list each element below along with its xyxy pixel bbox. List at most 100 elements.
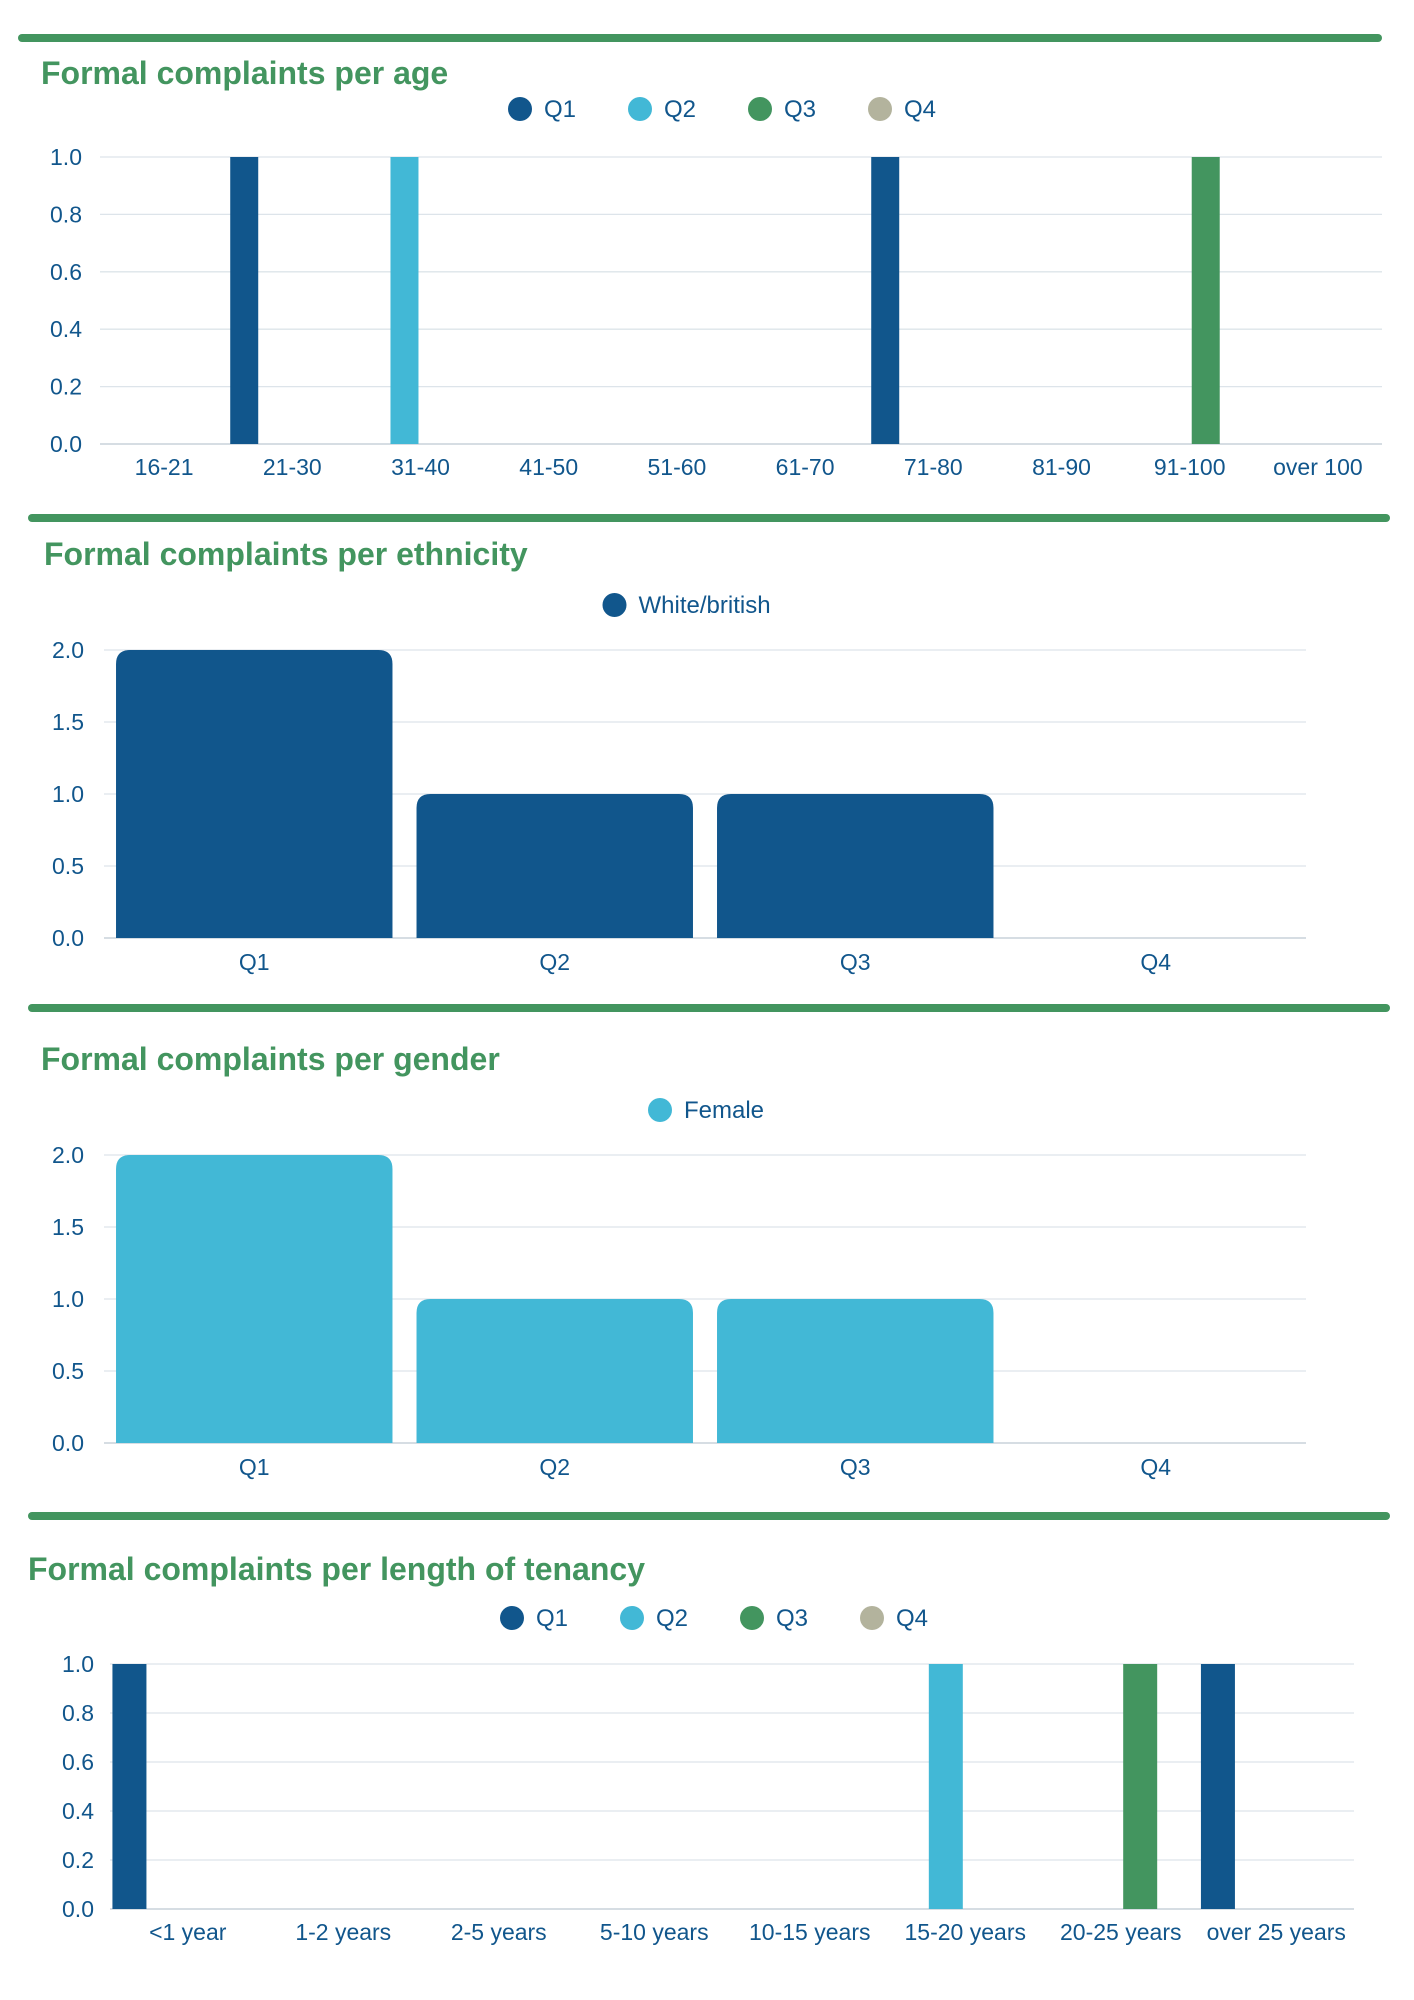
y-tick-label: 1.5 xyxy=(52,1214,84,1240)
legend-label: Q3 xyxy=(784,96,816,123)
y-tick-label: 0.6 xyxy=(50,259,82,285)
legend-marker xyxy=(602,593,627,617)
legend-label: Q1 xyxy=(536,1605,568,1632)
x-tick-label: 2-5 years xyxy=(451,1919,547,1945)
y-tick-label: 0.0 xyxy=(62,1896,94,1922)
x-tick-label: 10-15 years xyxy=(749,1919,870,1945)
legend-marker xyxy=(508,97,532,121)
legend-item-female: Female xyxy=(648,1097,764,1124)
x-tick-label: Q2 xyxy=(539,1454,570,1480)
x-tick-label: Q3 xyxy=(840,1454,871,1480)
y-axis: 0.0 0.2 0.4 0.6 0.8 1.0 xyxy=(50,144,1382,457)
legend-label: Q1 xyxy=(544,96,576,123)
legend-item-q2: Q2 xyxy=(620,1605,688,1632)
legend: Q1 Q2 Q3 Q4 xyxy=(508,96,936,123)
y-axis: 0.0 0.2 0.4 0.6 0.8 1.0 xyxy=(62,1651,1354,1922)
section-divider-tenancy xyxy=(28,1512,1390,1520)
bar-female-q1 xyxy=(116,1155,393,1443)
chart-age: Formal complaints per age Q1 Q2 Q3 Q4 0.0 0.2 0… xyxy=(41,55,1382,480)
x-axis: Q1 Q2 Q3 Q4 xyxy=(239,1454,1171,1480)
y-tick-label: 0.5 xyxy=(52,853,84,879)
section-divider-gender xyxy=(28,1004,1390,1012)
y-tick-label: 0.4 xyxy=(50,316,82,342)
legend-label: Q2 xyxy=(656,1605,688,1632)
legend-label: Q4 xyxy=(896,1605,928,1632)
x-axis: <1 year 1-2 years 2-5 years 5-10 years 10-15… xyxy=(149,1919,1346,1945)
y-tick-label: 0.2 xyxy=(62,1847,94,1873)
legend-marker xyxy=(748,97,772,121)
y-tick-label: 0.2 xyxy=(50,374,82,400)
legend-item-q4: Q4 xyxy=(860,1605,928,1632)
x-tick-label: <1 year xyxy=(149,1919,227,1945)
chart-gender: Formal complaints per gender Female 0.0 0.5… xyxy=(41,1041,1306,1480)
x-tick-label: Q1 xyxy=(239,949,270,975)
bars xyxy=(116,650,994,938)
legend-marker xyxy=(500,1606,524,1630)
x-tick-label: 21-30 xyxy=(263,454,322,480)
bar-q3-20-25-years xyxy=(1123,1664,1158,1909)
bar-q3-91-100 xyxy=(1191,157,1220,444)
y-tick-label: 1.5 xyxy=(52,709,84,735)
x-tick-label: Q4 xyxy=(1140,949,1171,975)
legend-item-q2: Q2 xyxy=(628,96,696,123)
legend-label: Q4 xyxy=(904,96,936,123)
x-axis: Q1 Q2 Q3 Q4 xyxy=(239,949,1171,975)
bar-white-british-q3 xyxy=(717,794,994,938)
chart-ethnicity: Formal complaints per ethnicity White/bri… xyxy=(44,536,1306,975)
bars xyxy=(112,1664,1235,1909)
x-tick-label: 81-90 xyxy=(1032,454,1091,480)
x-tick-label: 91-100 xyxy=(1154,454,1226,480)
legend-marker xyxy=(740,1606,764,1630)
y-tick-label: 1.0 xyxy=(52,781,84,807)
chart-title: Formal complaints per ethnicity xyxy=(44,536,528,572)
x-tick-label: Q1 xyxy=(239,1454,270,1480)
y-tick-label: 0.0 xyxy=(52,1430,84,1456)
x-tick-label: 20-25 years xyxy=(1060,1919,1181,1945)
y-tick-label: 0.8 xyxy=(62,1700,94,1726)
y-tick-label: 0.6 xyxy=(62,1749,94,1775)
y-tick-label: 0.5 xyxy=(52,1358,84,1384)
y-tick-label: 0.0 xyxy=(50,431,82,457)
bar-q1--1-year xyxy=(112,1664,147,1909)
x-tick-label: 51-60 xyxy=(647,454,706,480)
bar-q1-71-80 xyxy=(871,157,900,444)
x-tick-label: Q2 xyxy=(539,949,570,975)
bars xyxy=(116,1155,994,1443)
y-tick-label: 0.4 xyxy=(62,1798,94,1824)
x-axis: 16-21 21-30 31-40 41-50 51-60 61-70 71-80 81-90… xyxy=(135,454,1363,480)
y-tick-label: 2.0 xyxy=(52,637,84,663)
bar-female-q2 xyxy=(416,1299,693,1443)
x-tick-label: over 100 xyxy=(1273,454,1363,480)
y-tick-label: 1.0 xyxy=(50,144,82,170)
legend-item-q3: Q3 xyxy=(740,1605,808,1632)
x-tick-label: Q4 xyxy=(1140,1454,1171,1480)
x-tick-label: 16-21 xyxy=(135,454,194,480)
x-tick-label: 15-20 years xyxy=(905,1919,1026,1945)
legend-label: Q2 xyxy=(664,96,696,123)
chart-title: Formal complaints per age xyxy=(41,55,448,91)
legend-item-q1: Q1 xyxy=(500,1605,568,1632)
legend-label: Female xyxy=(684,1097,764,1124)
legend: Female xyxy=(648,1097,764,1124)
legend-marker xyxy=(620,1606,644,1630)
x-tick-label: 61-70 xyxy=(776,454,835,480)
chart-tenancy: Formal complaints per length of tenancy Q… xyxy=(28,1551,1354,1945)
bar-q2-31-40 xyxy=(390,157,419,444)
x-tick-label: 41-50 xyxy=(519,454,578,480)
x-tick-label: 5-10 years xyxy=(600,1919,709,1945)
legend-marker xyxy=(648,1098,672,1122)
legend: Q1 Q2 Q3 Q4 xyxy=(500,1605,928,1632)
legend-label: Q3 xyxy=(776,1605,808,1632)
x-tick-label: 1-2 years xyxy=(295,1919,391,1945)
bar-q1-over-25-years xyxy=(1200,1664,1235,1909)
legend-marker xyxy=(628,97,652,121)
bar-q1-21-30 xyxy=(230,157,259,444)
legend: White/british xyxy=(602,592,771,619)
bar-q2-15-20-years xyxy=(928,1664,963,1909)
legend-item-q1: Q1 xyxy=(508,96,576,123)
chart-title: Formal complaints per length of tenancy xyxy=(28,1551,645,1587)
section-divider-age xyxy=(18,34,1382,42)
legend-item-q4: Q4 xyxy=(868,96,936,123)
x-tick-label: 71-80 xyxy=(904,454,963,480)
